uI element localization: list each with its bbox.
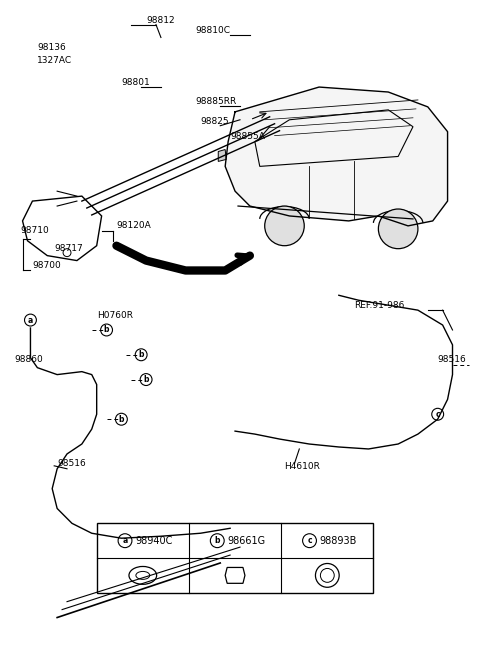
Circle shape (264, 206, 304, 246)
Text: H4610R: H4610R (285, 462, 320, 471)
Text: c: c (435, 410, 440, 419)
Text: 98885RR: 98885RR (195, 98, 237, 106)
Text: a: a (122, 536, 128, 545)
Text: 98860: 98860 (14, 356, 43, 364)
Text: 98801: 98801 (121, 77, 150, 87)
Text: 98700: 98700 (33, 261, 61, 270)
Text: H0760R: H0760R (96, 310, 132, 319)
Polygon shape (218, 150, 226, 161)
Text: b: b (144, 375, 149, 384)
Text: b: b (138, 350, 144, 359)
Text: b: b (104, 325, 109, 335)
Text: 98855A: 98855A (230, 132, 265, 141)
Text: b: b (119, 415, 124, 424)
Circle shape (378, 209, 418, 249)
Text: c: c (307, 536, 312, 545)
Text: 98825: 98825 (201, 117, 229, 126)
Text: 1327AC: 1327AC (37, 56, 72, 65)
Text: 98516: 98516 (438, 356, 467, 364)
Text: 98661G: 98661G (227, 536, 265, 546)
Text: 98810C: 98810C (195, 26, 230, 35)
Text: 98710: 98710 (21, 226, 49, 236)
Bar (96, 523, 373, 593)
Text: 98516: 98516 (57, 459, 86, 468)
Text: b: b (215, 536, 220, 545)
Polygon shape (225, 87, 447, 226)
Text: 98136: 98136 (37, 43, 66, 52)
Text: 98717: 98717 (54, 244, 83, 253)
Text: a: a (28, 316, 33, 325)
Text: 98812: 98812 (146, 16, 175, 25)
Text: 98120A: 98120A (117, 221, 151, 230)
Text: 98893B: 98893B (319, 536, 357, 546)
Text: 98940C: 98940C (135, 536, 172, 546)
Text: REF.91-986: REF.91-986 (354, 300, 404, 310)
